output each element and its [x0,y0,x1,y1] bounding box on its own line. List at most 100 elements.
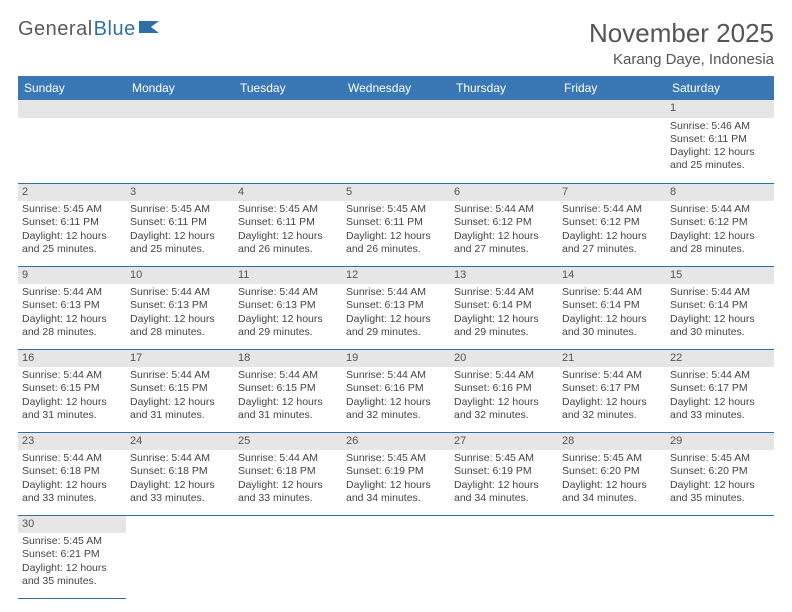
calendar-cell: 11Sunrise: 5:44 AMSunset: 6:13 PMDayligh… [234,266,342,349]
day-details: Sunrise: 5:45 AMSunset: 6:19 PMDaylight:… [342,450,450,509]
calendar-cell: 4Sunrise: 5:45 AMSunset: 6:11 PMDaylight… [234,183,342,266]
day-details: Sunrise: 5:45 AMSunset: 6:20 PMDaylight:… [558,450,666,509]
sunset-line: Sunset: 6:11 PM [130,216,230,229]
sunrise-line: Sunrise: 5:45 AM [22,535,122,548]
day-number: 5 [342,184,450,202]
calendar-cell: 7Sunrise: 5:44 AMSunset: 6:12 PMDaylight… [558,183,666,266]
sunrise-line: Sunrise: 5:45 AM [670,452,770,465]
day-number: 23 [18,433,126,451]
sunset-line: Sunset: 6:11 PM [670,133,770,146]
calendar-cell [126,515,234,598]
sunrise-line: Sunrise: 5:44 AM [562,203,662,216]
calendar-cell [342,515,450,598]
sunset-line: Sunset: 6:20 PM [670,465,770,478]
day-details: Sunrise: 5:44 AMSunset: 6:14 PMDaylight:… [666,284,774,343]
calendar-cell: 19Sunrise: 5:44 AMSunset: 6:16 PMDayligh… [342,349,450,432]
sunrise-line: Sunrise: 5:44 AM [238,452,338,465]
calendar-cell: 27Sunrise: 5:45 AMSunset: 6:19 PMDayligh… [450,432,558,515]
daylight-line: Daylight: 12 hours and 34 minutes. [562,479,662,505]
day-details: Sunrise: 5:46 AMSunset: 6:11 PMDaylight:… [666,118,774,177]
sunrise-line: Sunrise: 5:44 AM [22,452,122,465]
logo-text-blue: Blue [94,18,136,41]
day-number: 14 [558,267,666,285]
day-number: 19 [342,350,450,368]
daylight-line: Daylight: 12 hours and 34 minutes. [454,479,554,505]
daylight-line: Daylight: 12 hours and 35 minutes. [670,479,770,505]
daylight-line: Daylight: 12 hours and 34 minutes. [346,479,446,505]
daylight-line: Daylight: 12 hours and 32 minutes. [346,396,446,422]
day-number: 6 [450,184,558,202]
day-details: Sunrise: 5:44 AMSunset: 6:13 PMDaylight:… [126,284,234,343]
month-title: November 2025 [589,18,774,49]
day-number-empty [450,100,558,118]
day-details: Sunrise: 5:44 AMSunset: 6:16 PMDaylight:… [450,367,558,426]
sunset-line: Sunset: 6:14 PM [670,299,770,312]
calendar-cell: 29Sunrise: 5:45 AMSunset: 6:20 PMDayligh… [666,432,774,515]
sunset-line: Sunset: 6:11 PM [238,216,338,229]
calendar-cell [126,100,234,183]
sunrise-line: Sunrise: 5:44 AM [670,286,770,299]
sunset-line: Sunset: 6:15 PM [22,382,122,395]
day-details: Sunrise: 5:45 AMSunset: 6:11 PMDaylight:… [126,201,234,260]
day-number-empty [234,100,342,118]
day-details: Sunrise: 5:45 AMSunset: 6:21 PMDaylight:… [18,533,126,592]
daylight-line: Daylight: 12 hours and 29 minutes. [346,313,446,339]
sunrise-line: Sunrise: 5:44 AM [454,286,554,299]
sunset-line: Sunset: 6:19 PM [454,465,554,478]
daylight-line: Daylight: 12 hours and 25 minutes. [22,230,122,256]
day-number: 21 [558,350,666,368]
calendar-body: 1Sunrise: 5:46 AMSunset: 6:11 PMDaylight… [18,100,774,598]
daylight-line: Daylight: 12 hours and 31 minutes. [238,396,338,422]
day-number: 22 [666,350,774,368]
day-details: Sunrise: 5:44 AMSunset: 6:15 PMDaylight:… [126,367,234,426]
sunrise-line: Sunrise: 5:44 AM [670,369,770,382]
day-number: 1 [666,100,774,118]
calendar-cell: 18Sunrise: 5:44 AMSunset: 6:15 PMDayligh… [234,349,342,432]
title-block: November 2025 Karang Daye, Indonesia [589,18,774,68]
calendar-cell: 22Sunrise: 5:44 AMSunset: 6:17 PMDayligh… [666,349,774,432]
weekday-header: Saturday [666,76,774,100]
day-number: 13 [450,267,558,285]
day-details: Sunrise: 5:44 AMSunset: 6:12 PMDaylight:… [558,201,666,260]
calendar-row: 1Sunrise: 5:46 AMSunset: 6:11 PMDaylight… [18,100,774,183]
calendar-cell [558,100,666,183]
day-details: Sunrise: 5:44 AMSunset: 6:16 PMDaylight:… [342,367,450,426]
sunset-line: Sunset: 6:11 PM [346,216,446,229]
sunrise-line: Sunrise: 5:44 AM [130,452,230,465]
calendar-cell: 15Sunrise: 5:44 AMSunset: 6:14 PMDayligh… [666,266,774,349]
calendar-row: 30Sunrise: 5:45 AMSunset: 6:21 PMDayligh… [18,515,774,598]
day-number: 4 [234,184,342,202]
sunset-line: Sunset: 6:18 PM [238,465,338,478]
weekday-header-row: SundayMondayTuesdayWednesdayThursdayFrid… [18,76,774,100]
calendar-cell: 1Sunrise: 5:46 AMSunset: 6:11 PMDaylight… [666,100,774,183]
location: Karang Daye, Indonesia [589,51,774,68]
sunrise-line: Sunrise: 5:44 AM [562,286,662,299]
calendar-cell: 14Sunrise: 5:44 AMSunset: 6:14 PMDayligh… [558,266,666,349]
day-details: Sunrise: 5:44 AMSunset: 6:13 PMDaylight:… [234,284,342,343]
calendar-cell: 9Sunrise: 5:44 AMSunset: 6:13 PMDaylight… [18,266,126,349]
sunset-line: Sunset: 6:13 PM [346,299,446,312]
day-number: 7 [558,184,666,202]
weekday-header: Friday [558,76,666,100]
calendar-cell: 24Sunrise: 5:44 AMSunset: 6:18 PMDayligh… [126,432,234,515]
calendar-cell: 8Sunrise: 5:44 AMSunset: 6:12 PMDaylight… [666,183,774,266]
calendar-row: 23Sunrise: 5:44 AMSunset: 6:18 PMDayligh… [18,432,774,515]
daylight-line: Daylight: 12 hours and 26 minutes. [238,230,338,256]
day-number: 29 [666,433,774,451]
day-number: 25 [234,433,342,451]
daylight-line: Daylight: 12 hours and 33 minutes. [22,479,122,505]
day-details: Sunrise: 5:44 AMSunset: 6:18 PMDaylight:… [234,450,342,509]
day-details: Sunrise: 5:45 AMSunset: 6:11 PMDaylight:… [234,201,342,260]
logo: GeneralBlue [18,18,161,41]
sunrise-line: Sunrise: 5:45 AM [346,452,446,465]
calendar-cell: 20Sunrise: 5:44 AMSunset: 6:16 PMDayligh… [450,349,558,432]
calendar-cell: 30Sunrise: 5:45 AMSunset: 6:21 PMDayligh… [18,515,126,598]
weekday-header: Tuesday [234,76,342,100]
day-number: 8 [666,184,774,202]
day-number-empty [342,100,450,118]
day-details: Sunrise: 5:44 AMSunset: 6:13 PMDaylight:… [18,284,126,343]
day-number: 12 [342,267,450,285]
header: GeneralBlue November 2025 Karang Daye, I… [18,18,774,68]
calendar-cell: 13Sunrise: 5:44 AMSunset: 6:14 PMDayligh… [450,266,558,349]
sunset-line: Sunset: 6:15 PM [238,382,338,395]
